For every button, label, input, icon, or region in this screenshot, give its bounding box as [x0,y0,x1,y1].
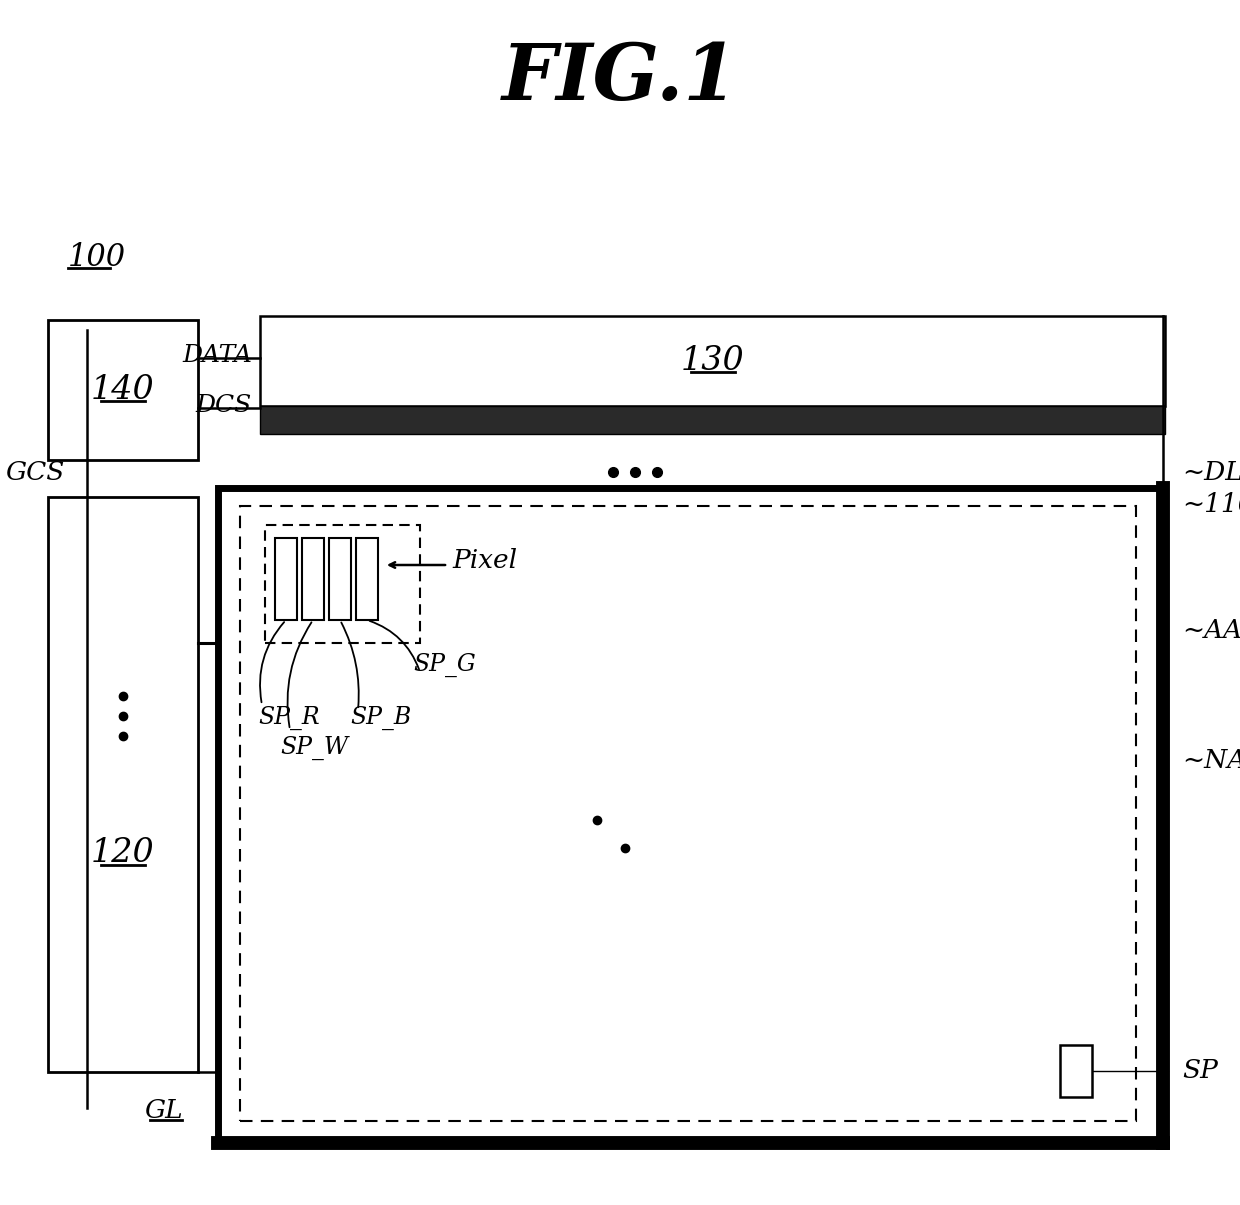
Text: ~: ~ [1149,752,1168,769]
Text: ~: ~ [1149,622,1168,639]
Text: 130: 130 [681,345,744,377]
Text: DATA: DATA [182,343,252,366]
Bar [260,316,1166,406]
Bar [218,488,1163,1144]
Text: 120: 120 [91,837,155,870]
Bar [48,321,198,460]
Bar [48,496,198,1072]
Text: GCS: GCS [5,459,64,484]
Text: FIG.1: FIG.1 [502,40,738,116]
Text: 140: 140 [91,374,155,406]
Text: SP_R: SP_R [258,706,320,730]
Text: ~NA: ~NA [1182,747,1240,772]
Text: SP: SP [1182,1058,1218,1083]
Text: Pixel: Pixel [453,547,517,572]
Bar [275,537,298,621]
Text: 100: 100 [68,242,126,274]
Text: SP_B: SP_B [350,706,412,730]
Text: ~DL: ~DL [1182,459,1240,484]
Text: SP_W: SP_W [280,736,348,760]
Bar [265,525,420,643]
Text: ~AA: ~AA [1182,617,1240,642]
Text: GL: GL [145,1098,184,1123]
Bar [356,537,378,621]
Bar [303,537,324,621]
Text: DCS: DCS [196,394,252,417]
Text: ~110: ~110 [1182,493,1240,517]
Bar [1060,1045,1092,1097]
Text: SP_G: SP_G [413,653,476,677]
Bar [241,506,1136,1121]
Bar [260,406,1166,434]
Bar [329,537,351,621]
